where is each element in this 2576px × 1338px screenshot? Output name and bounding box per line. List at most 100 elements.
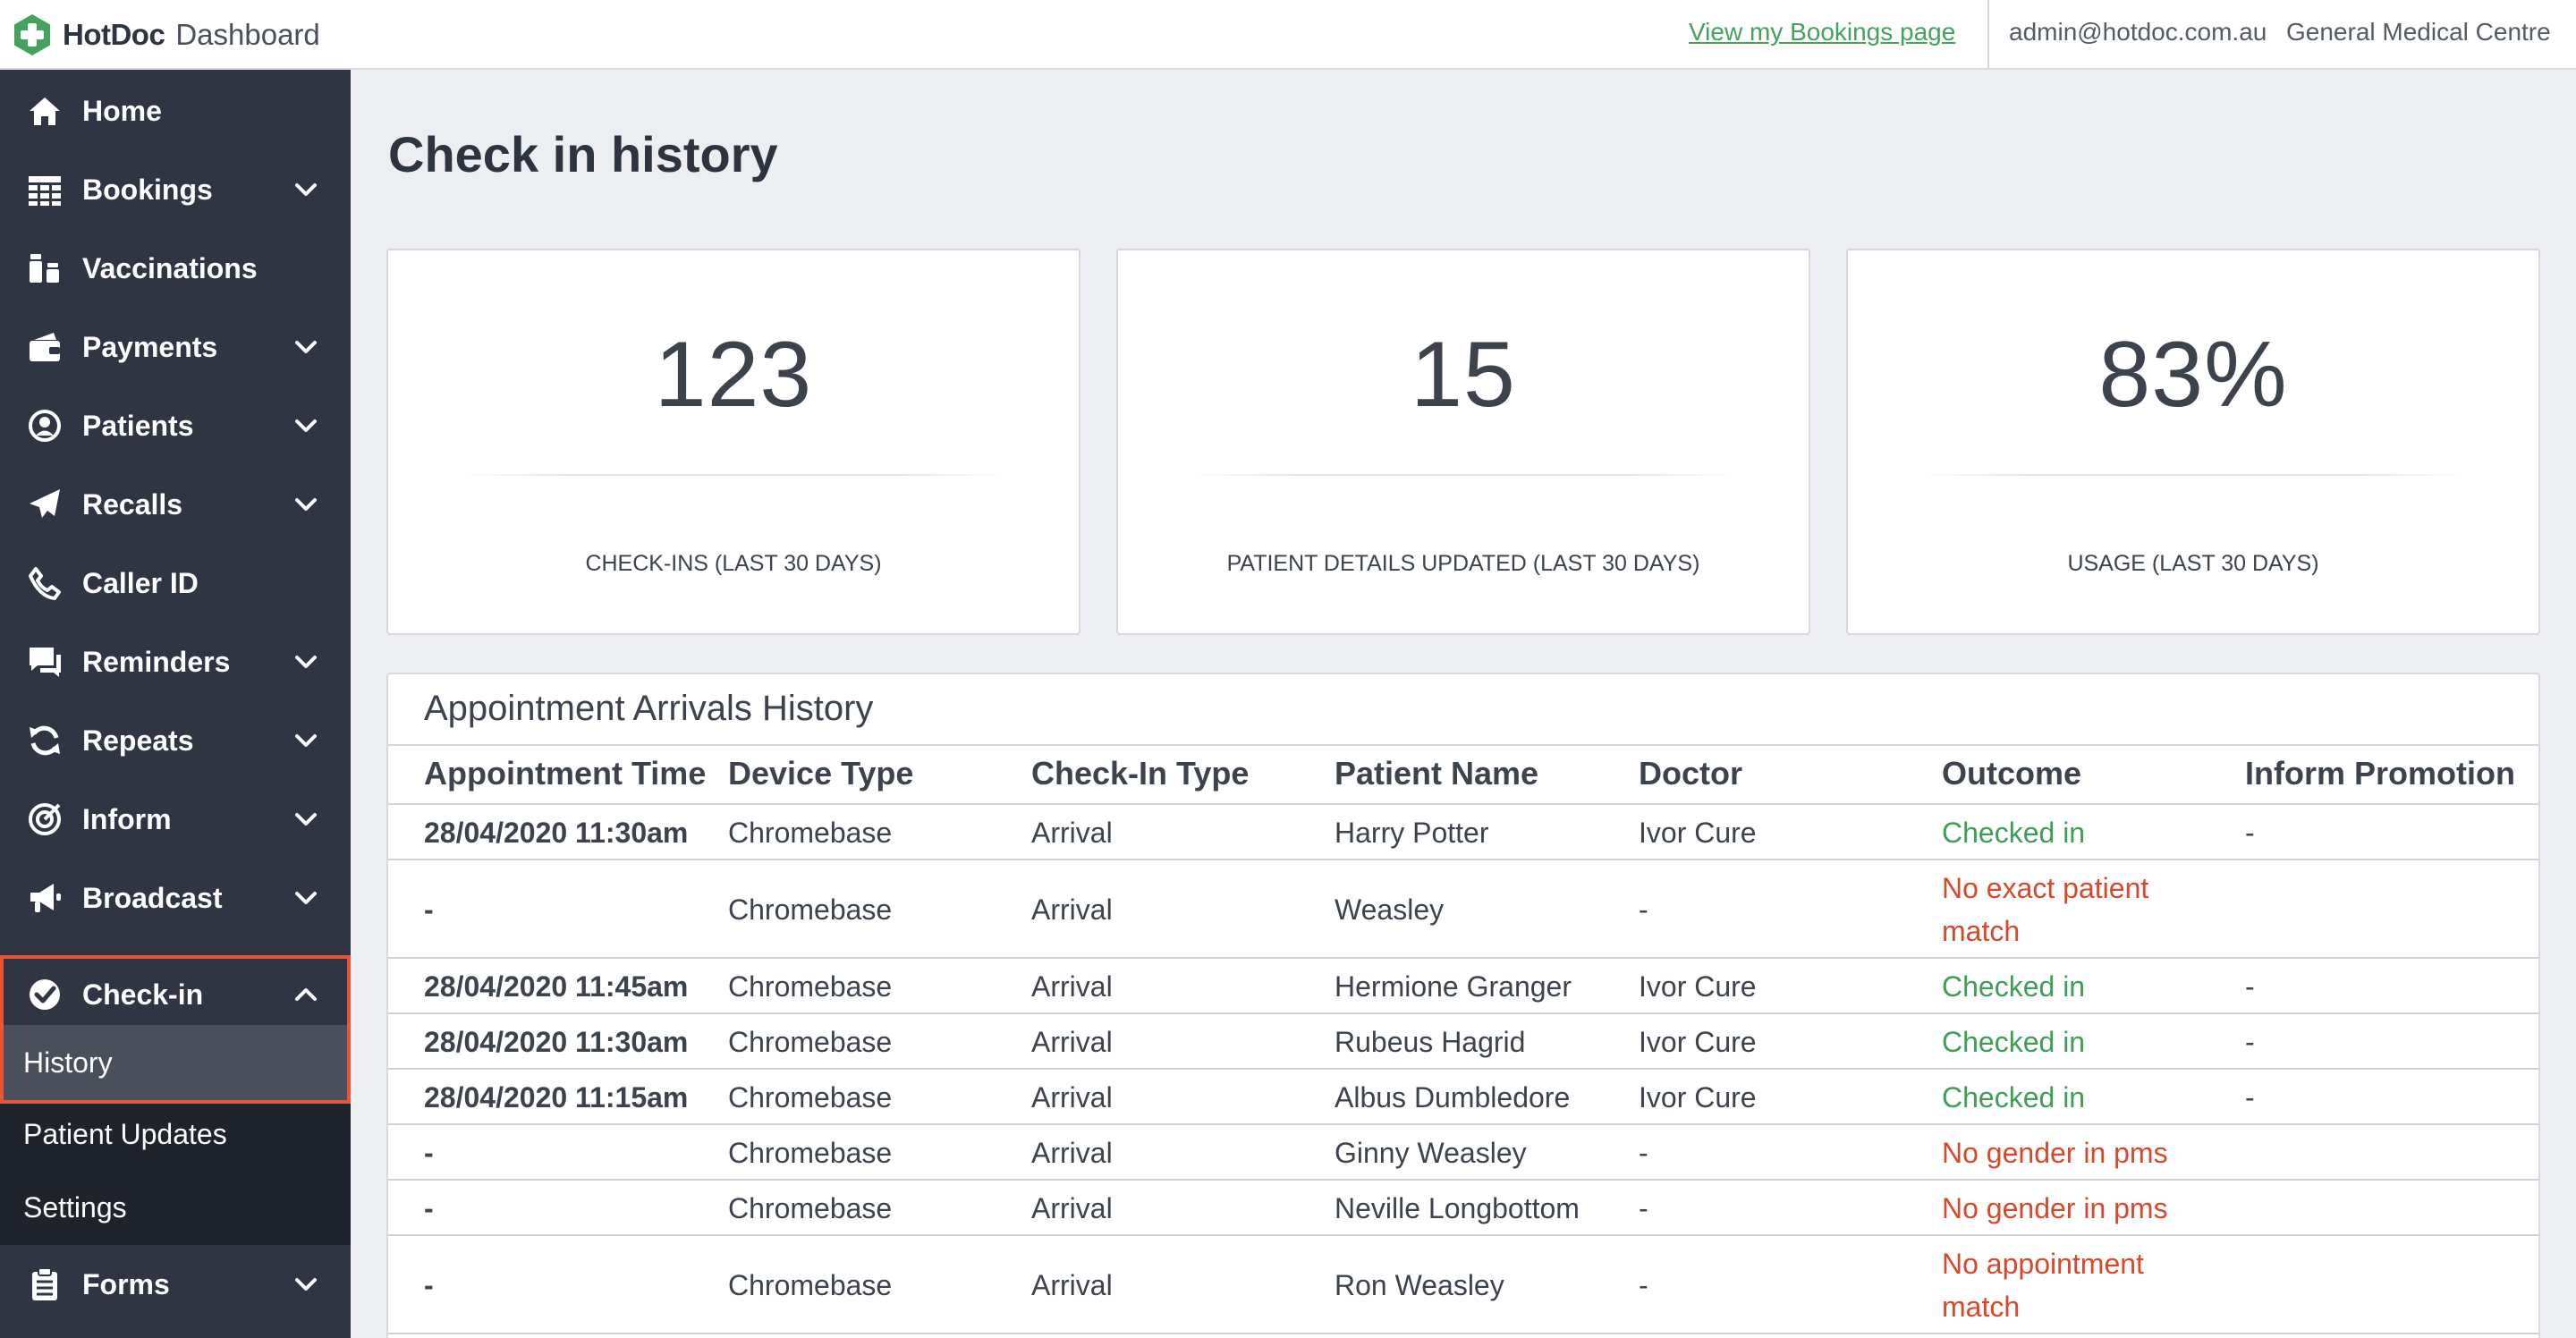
column-header[interactable]: Outcome xyxy=(1942,755,2082,792)
paper-plane-icon xyxy=(27,487,63,522)
cell-appointment-time: - xyxy=(424,1137,434,1169)
stat-label: USAGE (LAST 30 DAYS) xyxy=(2067,551,2319,576)
stat-divider xyxy=(1919,474,2467,476)
chevron-down-icon xyxy=(292,729,320,752)
sidebar-item-recalls[interactable]: Recalls xyxy=(0,465,351,544)
sidebar-item-patients[interactable]: Patients xyxy=(0,386,351,465)
row-divider xyxy=(388,1234,2538,1236)
sidebar-item-repeats[interactable]: Repeats xyxy=(0,701,351,780)
arrivals-history-table: Appointment Arrivals History Appointment… xyxy=(386,673,2540,1338)
home-icon xyxy=(27,93,63,129)
column-header[interactable]: Device Type xyxy=(728,755,914,792)
cell-appointment-time: 28/04/2020 11:45am xyxy=(424,970,689,1003)
table-row[interactable]: - Chromebase Arrival Neville Longbottom … xyxy=(388,1181,2538,1236)
sidebar-item-label: Inform xyxy=(82,803,172,835)
cell-device-type: Chromebase xyxy=(728,1269,893,1301)
row-divider xyxy=(388,1123,2538,1125)
cell-outcome: No gender in pms xyxy=(1942,1192,2168,1224)
column-header[interactable]: Appointment Time xyxy=(424,755,707,792)
cell-device-type: Chromebase xyxy=(728,970,893,1003)
sidebar-item-label: Payments xyxy=(82,331,218,363)
cell-patient-name: Albus Dumbledore xyxy=(1335,1081,1571,1114)
cell-appointment-time: 28/04/2020 11:15am xyxy=(424,1081,689,1114)
cell-outcome: Checked in xyxy=(1942,817,2086,849)
sidebar-item-forms[interactable]: Forms xyxy=(0,1245,351,1324)
sidebar-item-vaccinations[interactable]: Vaccinations xyxy=(0,229,351,308)
topbar-divider xyxy=(1987,0,1989,68)
brand-name: HotDoc xyxy=(63,18,165,51)
table-row[interactable]: - Chromebase Arrival Weasley - No exact … xyxy=(388,860,2538,959)
row-divider xyxy=(388,1179,2538,1181)
sidebar-item-payments[interactable]: Payments xyxy=(0,308,351,386)
sidebar-item-caller-id[interactable]: Caller ID xyxy=(0,544,351,622)
stat-value: 123 xyxy=(654,323,813,427)
sidebar-item-home[interactable]: Home xyxy=(0,72,351,150)
stat-divider xyxy=(1190,474,1737,476)
table-row[interactable]: - Chromebase Arrival Ginny Weasley - No … xyxy=(388,1125,2538,1181)
row-divider xyxy=(388,1012,2538,1014)
chevron-down-icon xyxy=(292,650,320,673)
vaccine-vials-icon xyxy=(27,250,63,286)
wallet-card-icon xyxy=(27,329,63,365)
chevron-down-icon xyxy=(292,493,320,516)
column-header[interactable]: Check-In Type xyxy=(1031,755,1250,792)
user-circle-icon xyxy=(27,408,63,444)
cell-check-in-type: Arrival xyxy=(1031,1081,1113,1114)
cell-patient-name: Neville Longbottom xyxy=(1335,1192,1580,1224)
table-header-divider xyxy=(388,803,2538,805)
table-row[interactable]: 28/04/2020 11:30am Chromebase Arrival Ha… xyxy=(388,805,2538,860)
sidebar-item-check-in[interactable]: Check-in xyxy=(0,955,351,1034)
chevron-down-icon xyxy=(292,414,320,437)
cell-device-type: Chromebase xyxy=(728,893,893,926)
cell-outcome: No appointment match xyxy=(1942,1248,2144,1323)
chevron-down-icon xyxy=(292,1273,320,1296)
cell-doctor: Ivor Cure xyxy=(1639,1026,1757,1058)
cell-outcome: Checked in xyxy=(1942,1081,2086,1114)
sidebar-subitem-settings[interactable]: Settings xyxy=(0,1172,351,1243)
stat-card-check-ins: 123 CHECK-INS (LAST 30 DAYS) xyxy=(386,249,1080,635)
sidebar-item-bookings[interactable]: Bookings xyxy=(0,150,351,229)
cell-appointment-time: - xyxy=(424,1269,434,1301)
user-email[interactable]: admin@hotdoc.com.au xyxy=(2009,18,2267,46)
row-divider xyxy=(388,1068,2538,1070)
cell-check-in-type: Arrival xyxy=(1031,893,1113,926)
sidebar-subitem-patient-updates[interactable]: Patient Updates xyxy=(0,1098,351,1170)
stat-label: CHECK-INS (LAST 30 DAYS) xyxy=(585,551,882,576)
table-row[interactable]: 28/04/2020 11:30am Chromebase Arrival Ru… xyxy=(388,1014,2538,1070)
sidebar-item-label: Recalls xyxy=(82,488,183,521)
row-divider xyxy=(388,859,2538,860)
cell-check-in-type: Arrival xyxy=(1031,1269,1113,1301)
table-row[interactable]: - Chromebase Arrival Ron Weasley - No ap… xyxy=(388,1236,2538,1334)
sidebar-item-broadcast[interactable]: Broadcast xyxy=(0,859,351,937)
column-header[interactable]: Patient Name xyxy=(1335,755,1539,792)
cell-device-type: Chromebase xyxy=(728,1137,893,1169)
cell-doctor: - xyxy=(1639,1269,1648,1301)
sidebar-item-label: Repeats xyxy=(82,724,194,757)
column-header[interactable]: Doctor xyxy=(1639,755,1742,792)
sidebar-subnav xyxy=(0,1104,351,1258)
view-bookings-link[interactable]: View my Bookings page xyxy=(1689,18,1956,46)
sidebar-item-inform[interactable]: Inform xyxy=(0,780,351,859)
column-header[interactable]: Inform Promotion xyxy=(2245,755,2515,792)
table-row[interactable]: 28/04/2020 11:45am Chromebase Arrival He… xyxy=(388,959,2538,1014)
sidebar-subitem-history[interactable]: History xyxy=(0,1025,351,1104)
chevron-down-icon xyxy=(292,808,320,831)
sidebar-item-label: Caller ID xyxy=(82,567,199,599)
check-circle-icon xyxy=(27,977,63,1012)
sidebar-subitem-label: Patient Updates xyxy=(23,1118,227,1150)
chevron-down-icon xyxy=(292,335,320,359)
chevron-up-icon xyxy=(292,983,320,1006)
sidebar-subitem-label: History xyxy=(23,1046,113,1079)
cell-patient-name: Hermione Granger xyxy=(1335,970,1572,1003)
table-row[interactable]: 28/04/2020 11:15am Chromebase Arrival Al… xyxy=(388,1070,2538,1125)
cell-outcome: Checked in xyxy=(1942,1026,2086,1058)
brand[interactable]: HotDoc Dashboard xyxy=(11,13,320,57)
chevron-down-icon xyxy=(292,178,320,201)
cell-doctor: Ivor Cure xyxy=(1639,970,1757,1003)
clinic-name[interactable]: General Medical Centre xyxy=(2286,18,2551,46)
table-title: Appointment Arrivals History xyxy=(424,689,874,728)
sidebar-item-label: Check-in xyxy=(82,978,204,1011)
cell-doctor: - xyxy=(1639,1192,1648,1224)
cell-doctor: Ivor Cure xyxy=(1639,1081,1757,1114)
sidebar-item-reminders[interactable]: Reminders xyxy=(0,622,351,701)
